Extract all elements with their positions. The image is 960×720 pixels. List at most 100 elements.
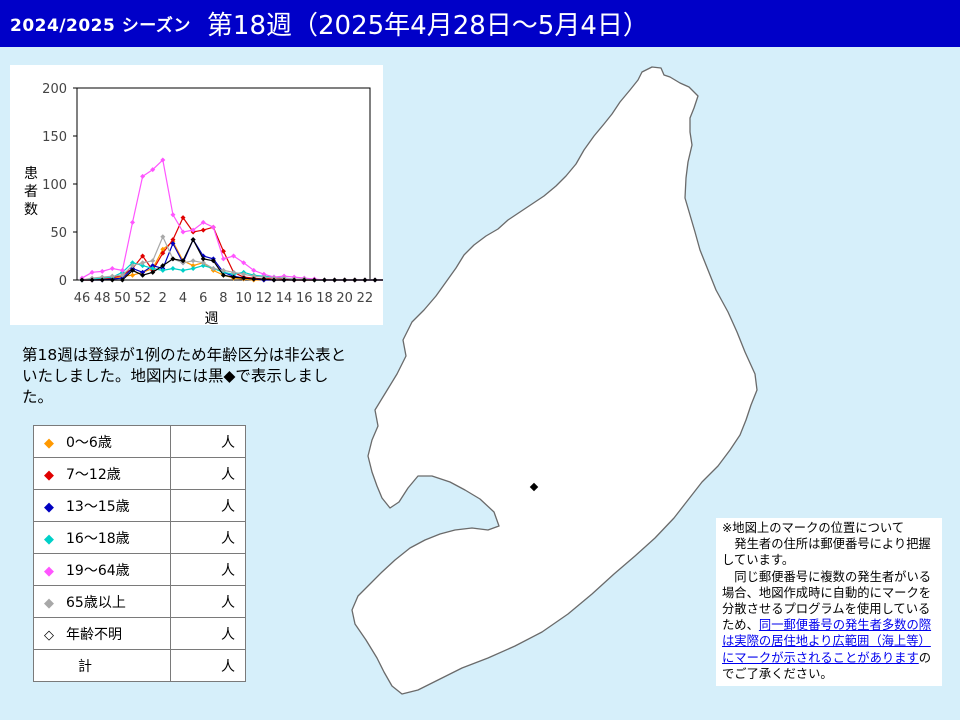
series-point bbox=[190, 237, 196, 243]
series-point bbox=[220, 248, 226, 254]
footnote-box: ※地図上のマークの位置について 発生者の住所は郵便番号により把握しています。 同… bbox=[716, 518, 942, 687]
legend-label: 0～6歳 bbox=[66, 434, 112, 451]
footnote-paragraph-2: 同じ郵便番号に複数の発生者がいる場合、地図作成時に自動的にマークを分散させるプロ… bbox=[722, 569, 938, 682]
series-point bbox=[200, 227, 206, 233]
diamond-icon: ◆ bbox=[44, 531, 54, 547]
footnote-tail: のでご了承ください。 bbox=[722, 650, 932, 681]
series-point bbox=[109, 277, 115, 283]
legend-value: 人 bbox=[170, 489, 246, 522]
legend-label: 65歳以上 bbox=[66, 594, 126, 611]
legend-value: 人 bbox=[170, 457, 246, 490]
diamond-icon: ◆ bbox=[44, 435, 54, 451]
series-point bbox=[241, 271, 247, 277]
x-tick-label: 2 bbox=[159, 291, 167, 306]
x-tick-label: 16 bbox=[296, 291, 313, 306]
island-map bbox=[351, 66, 758, 695]
series-point bbox=[261, 276, 267, 282]
series-point bbox=[170, 212, 176, 218]
series-point bbox=[220, 272, 226, 278]
notice-text: 第18週は登録が1例のため年齢区分は非公表といたしました。地図内には黒◆で表示し… bbox=[22, 346, 347, 406]
x-tick-label: 46 bbox=[74, 291, 91, 306]
y-tick-label: 50 bbox=[50, 226, 67, 241]
series-point bbox=[150, 263, 156, 269]
series-point bbox=[170, 237, 176, 243]
x-tick-label: 50 bbox=[114, 291, 131, 306]
series-point bbox=[119, 272, 125, 278]
series-point bbox=[362, 277, 368, 283]
series-point bbox=[220, 256, 226, 262]
series-point bbox=[109, 273, 115, 279]
series-point bbox=[140, 269, 146, 275]
footnote-link[interactable]: 同一郵便番号の発生者多数の際は実際の居住地より広範囲（海上等）にマークが示される… bbox=[722, 618, 932, 665]
x-tick-label: 18 bbox=[316, 291, 333, 306]
series-point bbox=[190, 265, 196, 271]
series-point bbox=[372, 277, 378, 283]
x-tick-label: 8 bbox=[219, 291, 227, 306]
series-point bbox=[180, 215, 186, 221]
case-marker-diamond bbox=[529, 482, 539, 492]
series-point bbox=[301, 277, 307, 283]
series-point bbox=[150, 265, 156, 271]
legend-table: ◆ 0～6歳 人 ◆ 7～12歳 人 ◆ 13～15歳 人 ◆ 16～18歳 人 ◆ 19… bbox=[33, 425, 246, 682]
trend-chart-panel: 0 50 100 150 200 46 48 50 52 2 4 6 8 10 12 14 16 18 20 22 週患… bbox=[10, 65, 439, 327]
series-point bbox=[99, 268, 105, 274]
x-tick-label: 52 bbox=[134, 291, 151, 306]
legend-value: 人 bbox=[170, 521, 246, 554]
legend-label: 7～12歳 bbox=[66, 466, 121, 483]
series-point bbox=[79, 277, 85, 283]
legend-row: ◆ 0～6歳 人 bbox=[33, 425, 246, 458]
x-axis-label: 週 bbox=[205, 311, 219, 325]
series-point bbox=[190, 258, 196, 264]
series-point bbox=[170, 241, 176, 247]
season-label: 2024/2025 シーズン bbox=[10, 16, 191, 36]
diamond-icon: ◆ bbox=[44, 595, 54, 611]
legend-row: ◆ 19～64歳 人 bbox=[33, 553, 246, 586]
header-bar: 2024/2025 シーズン 第18週（2025年4月28日～5月4日） bbox=[0, 0, 960, 47]
series-point bbox=[332, 277, 338, 283]
legend-total-value: 人 bbox=[170, 649, 246, 682]
x-tick-label: 12 bbox=[256, 291, 273, 306]
series-point bbox=[160, 267, 166, 273]
series-point bbox=[150, 269, 156, 275]
series-point bbox=[150, 167, 156, 173]
y-tick-label: 100 bbox=[42, 178, 67, 193]
series-point bbox=[251, 267, 257, 273]
series-point bbox=[160, 250, 166, 256]
plot-area bbox=[76, 87, 371, 281]
series-point bbox=[200, 263, 206, 269]
diamond-icon: ◆ bbox=[44, 563, 54, 579]
series-point bbox=[130, 260, 136, 266]
series-point bbox=[140, 253, 146, 259]
hollow-diamond-icon: ◇ bbox=[44, 627, 54, 643]
series-point bbox=[231, 274, 237, 280]
series-point bbox=[160, 234, 166, 240]
series-point bbox=[160, 263, 166, 269]
series-point bbox=[89, 277, 95, 283]
series-point bbox=[140, 260, 146, 266]
series-point bbox=[180, 267, 186, 273]
footnote-text: 同じ郵便番号に複数の発生者がいる場合、地図作成時に自動的にマークを分散させるプロ… bbox=[722, 569, 932, 633]
diamond-icon: ◆ bbox=[44, 499, 54, 515]
series-point bbox=[210, 224, 216, 230]
series-point bbox=[140, 173, 146, 179]
series-point bbox=[190, 263, 196, 269]
legend-value: 人 bbox=[170, 585, 246, 618]
legend-label: 16～18歳 bbox=[66, 530, 130, 547]
series-point bbox=[119, 267, 125, 273]
series-point bbox=[140, 272, 146, 278]
legend-value: 人 bbox=[170, 553, 246, 586]
series-point bbox=[160, 157, 166, 163]
x-tick-label: 14 bbox=[276, 291, 293, 306]
series-point bbox=[210, 265, 216, 271]
y-axis-label: 患者数 bbox=[24, 166, 38, 218]
week-title: 第18週（2025年4月28日～5月4日） bbox=[206, 11, 649, 41]
series-point bbox=[109, 265, 115, 271]
series-point bbox=[342, 277, 348, 283]
series-point bbox=[200, 219, 206, 225]
series-point bbox=[241, 260, 247, 266]
legend-row: ◇ 年齢不明 人 bbox=[33, 617, 246, 650]
series-point bbox=[150, 258, 156, 264]
series-point bbox=[261, 271, 267, 277]
legend-row: ◆ 13～15歳 人 bbox=[33, 489, 246, 522]
